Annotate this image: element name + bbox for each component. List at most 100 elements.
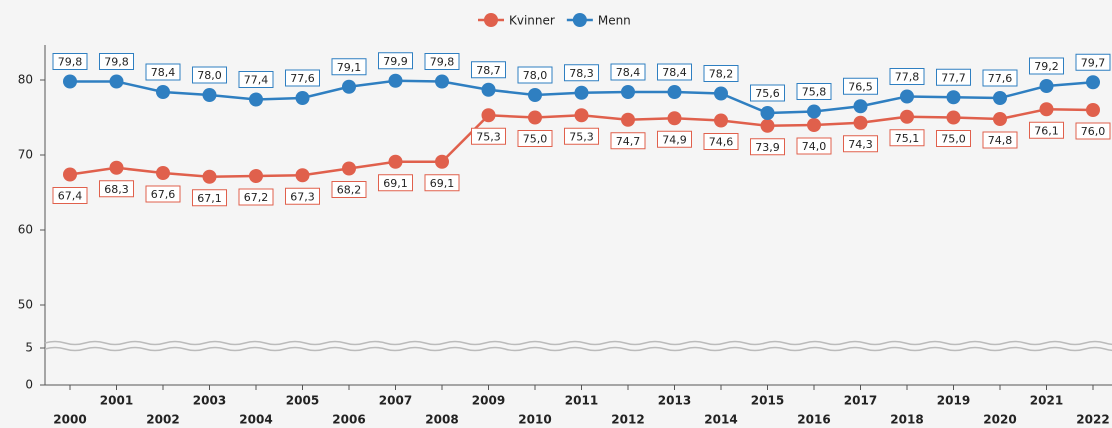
value-label-box [378, 174, 413, 192]
point [760, 106, 775, 120]
point [946, 90, 961, 105]
point [528, 88, 542, 102]
value-label: 75,0 [523, 133, 548, 146]
point [667, 85, 682, 99]
value-label-box [517, 130, 553, 147]
point [1086, 103, 1100, 117]
point [249, 92, 263, 107]
value-label: 79,8 [104, 56, 129, 69]
value-label: 75,3 [476, 130, 501, 143]
value-label-box [657, 63, 692, 81]
point [63, 167, 77, 182]
x-tick-label: 2006 [332, 413, 365, 427]
point [900, 89, 914, 104]
point [156, 166, 170, 180]
y-tick-label: 60 [18, 223, 33, 237]
y-tick-label: 50 [18, 298, 33, 312]
point [853, 115, 868, 130]
value-label-box [517, 66, 553, 84]
value-label-box [657, 130, 692, 148]
legend-marker [484, 13, 498, 27]
value-label-box [564, 127, 599, 145]
x-tick-label: 2000 [53, 413, 86, 427]
value-label-box [750, 138, 785, 156]
value-label-box [843, 135, 878, 153]
x-tick-label: 2004 [239, 413, 272, 427]
x-tick-label: 2008 [425, 413, 458, 427]
value-label-box [610, 132, 646, 150]
x-tick-label: 2018 [890, 413, 923, 427]
point [760, 118, 775, 133]
point [1039, 79, 1054, 93]
x-tick-label: 2014 [704, 413, 737, 427]
x-tick-label: 2009 [472, 394, 505, 408]
value-label: 76,1 [1034, 124, 1059, 137]
x-tick-label: 2001 [100, 394, 133, 408]
x-tick-label: 2010 [518, 413, 551, 427]
x-tick-label: 2021 [1030, 394, 1063, 408]
value-label: 78,3 [569, 67, 594, 80]
value-label: 78,4 [662, 66, 687, 79]
value-label: 78,0 [523, 69, 548, 82]
value-label: 69,1 [430, 177, 455, 190]
value-label-box [703, 133, 739, 150]
value-label: 77,6 [988, 72, 1013, 85]
value-label: 67,1 [197, 192, 222, 205]
value-label-box [424, 53, 460, 70]
point [342, 79, 356, 94]
value-label-box [936, 68, 971, 86]
value-label-box [331, 181, 367, 198]
point [388, 73, 403, 88]
point [435, 74, 449, 89]
point [342, 161, 356, 176]
value-label: 79,2 [1034, 60, 1059, 73]
value-label: 79,9 [383, 55, 408, 68]
value-label-box [145, 185, 181, 203]
point [202, 88, 217, 102]
value-label: 73,9 [755, 141, 780, 154]
legend-label: Menn [598, 14, 631, 28]
point [481, 108, 496, 123]
value-label: 75,6 [755, 87, 780, 100]
value-label: 76,0 [1081, 125, 1106, 138]
value-label: 67,2 [244, 191, 269, 204]
value-label-box [145, 63, 181, 81]
point [574, 85, 589, 100]
y-tick-label: 0 [25, 378, 33, 392]
value-label: 75,1 [895, 132, 920, 145]
point [435, 154, 449, 169]
point [807, 104, 821, 119]
point [1086, 75, 1100, 90]
value-label-box [796, 83, 832, 100]
axis-break [44, 346, 1112, 352]
value-label-box [936, 130, 971, 147]
x-tick-label: 2016 [797, 413, 830, 427]
value-label-box [238, 188, 274, 206]
value-label: 76,5 [848, 80, 873, 93]
x-tick-label: 2013 [658, 394, 691, 408]
value-label: 77,8 [895, 71, 920, 84]
point [807, 118, 821, 132]
legend-label: Kvinner [509, 14, 555, 28]
value-label: 77,6 [290, 72, 315, 85]
x-tick-label: 2003 [193, 394, 226, 408]
value-label: 78,7 [476, 64, 501, 77]
value-label-box [750, 84, 785, 102]
value-label: 74,9 [662, 133, 687, 146]
point [295, 168, 310, 183]
point [714, 86, 728, 101]
value-label-box [1029, 121, 1064, 139]
value-label-box [889, 129, 925, 147]
value-label: 78,4 [151, 66, 176, 79]
x-tick-label: 2012 [611, 413, 644, 427]
point [621, 85, 635, 99]
value-label-box [471, 127, 506, 145]
value-label-box [331, 58, 367, 76]
x-tick-label: 2019 [937, 394, 970, 408]
value-label: 79,7 [1081, 56, 1106, 69]
value-label-box [192, 189, 227, 207]
value-label-box [471, 61, 506, 79]
point [295, 91, 310, 105]
value-label: 75,8 [802, 86, 827, 99]
value-label: 74,0 [802, 140, 827, 153]
